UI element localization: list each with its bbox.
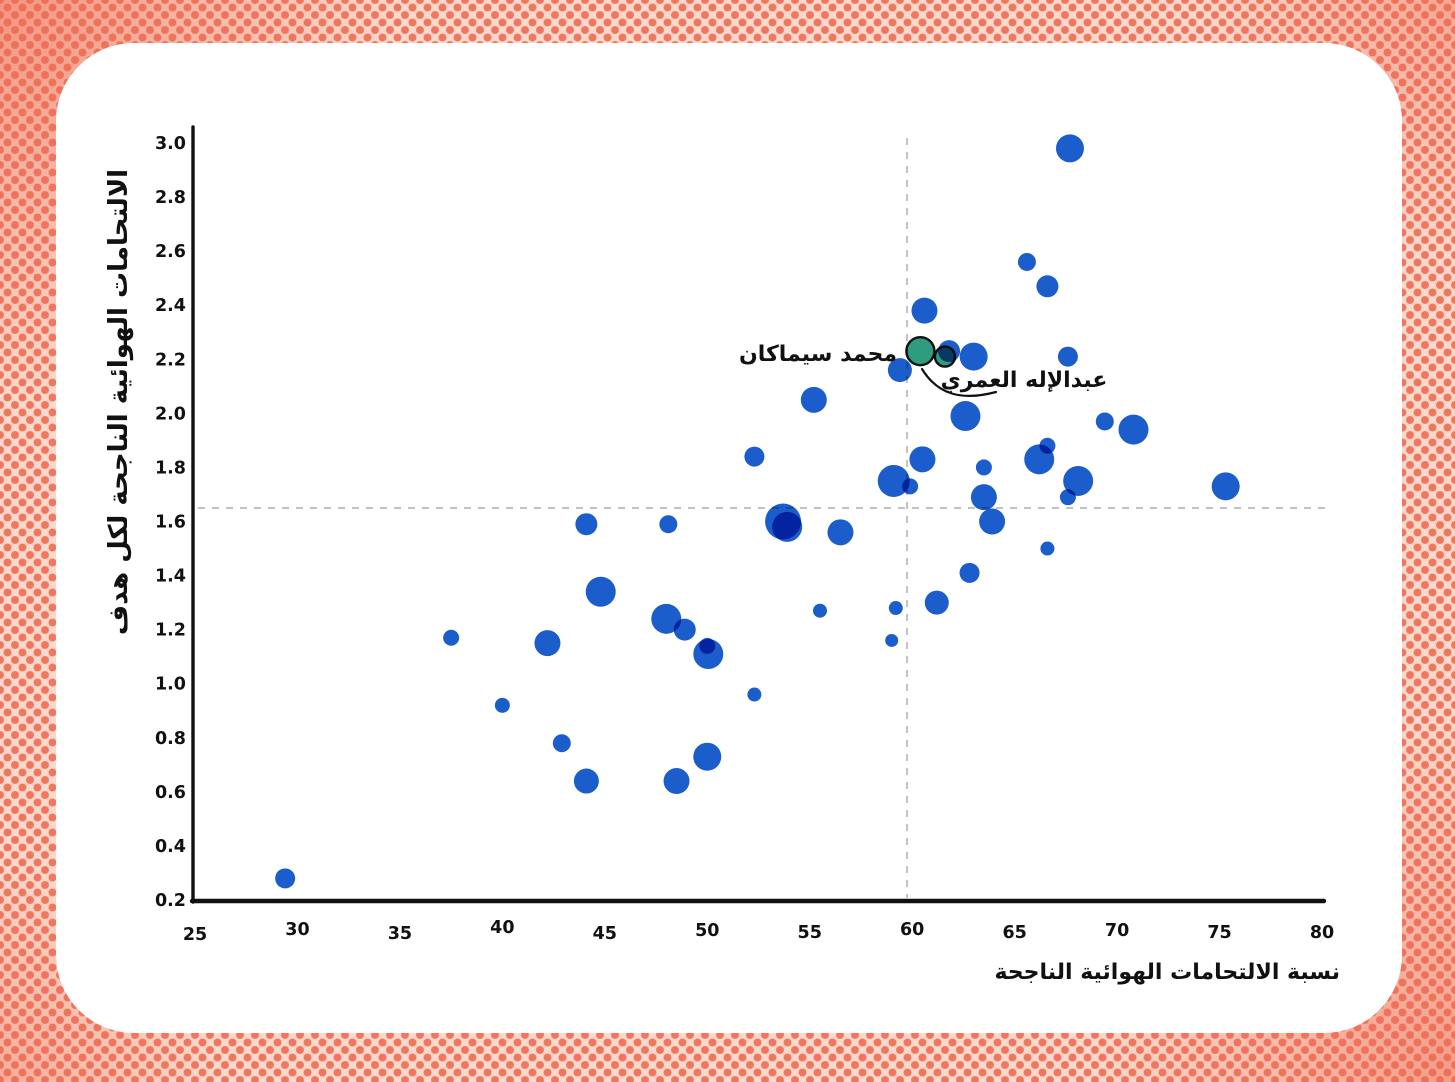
- data-point-bubble: [959, 342, 988, 371]
- player-label-alamri: عبدالإله العمري: [941, 368, 1108, 393]
- data-point-bubble: [1095, 412, 1114, 431]
- data-point-bubble: [1017, 252, 1036, 271]
- x-tick-label: 25: [183, 925, 207, 945]
- y-tick-label: 2.2: [155, 350, 186, 370]
- data-point-bubble: [975, 459, 992, 476]
- x-tick-label: 65: [1002, 923, 1026, 943]
- y-tick-label: 3.0: [155, 134, 186, 154]
- data-point-bubble: [827, 519, 854, 546]
- data-point-bubble: [1118, 414, 1149, 445]
- x-tick-label: 80: [1310, 923, 1334, 943]
- data-point-bubble: [747, 687, 762, 702]
- data-point-bubble: [673, 618, 696, 641]
- data-point-bubble: [651, 603, 682, 634]
- data-point-bubble: [693, 638, 724, 669]
- y-tick-label: 0.2: [155, 891, 186, 911]
- x-tick-label: 50: [695, 921, 719, 941]
- data-point-bubble: [573, 768, 599, 794]
- highlighted-player-bubble: [933, 345, 957, 368]
- data-point-bubble: [885, 633, 899, 647]
- y-tick-label: 0.6: [155, 783, 186, 803]
- data-point-bubble: [800, 386, 827, 413]
- data-point-bubble: [1063, 465, 1094, 496]
- data-point-bubble: [887, 358, 912, 383]
- data-point-bubble: [534, 630, 561, 657]
- x-tick-label: 30: [285, 920, 309, 940]
- x-tick-label: 75: [1207, 923, 1231, 943]
- data-point-bubble: [924, 590, 949, 615]
- data-point-bubble: [659, 515, 678, 534]
- data-point-bubble: [275, 868, 296, 889]
- annotation-tail: [920, 367, 998, 398]
- data-point-bubble: [888, 601, 903, 616]
- data-point-bubble: [950, 401, 981, 432]
- x-tick-label: 45: [593, 924, 617, 944]
- x-tick-label: 55: [798, 923, 822, 943]
- y-tick-label: 1.8: [155, 458, 186, 478]
- data-point-bubble: [1039, 437, 1056, 454]
- y-tick-label: 1.4: [155, 567, 186, 587]
- data-point-bubble: [575, 513, 598, 536]
- data-point-bubble: [693, 742, 722, 771]
- y-tick-label: 0.8: [155, 729, 186, 749]
- data-point-bubble: [877, 464, 910, 497]
- player-label-simakan: محمد سيماكان: [739, 342, 897, 367]
- x-tick-label: 35: [388, 924, 412, 944]
- y-tick-label: 2.0: [155, 404, 186, 424]
- data-point-bubble: [1059, 489, 1076, 506]
- y-tick-label: 2.6: [155, 242, 186, 262]
- data-point-bubble: [970, 484, 997, 511]
- y-tick-label: 1.6: [155, 513, 186, 533]
- chart-card: [56, 43, 1402, 1033]
- x-tick-label: 40: [490, 918, 514, 938]
- x-tick-label: 70: [1105, 921, 1129, 941]
- data-point-bubble: [552, 734, 571, 753]
- data-point-bubble: [911, 297, 938, 324]
- data-point-bubble: [772, 511, 803, 542]
- data-point-bubble: [959, 562, 980, 583]
- y-axis-title: الالتحامات الهوائية الناجحة لكل هدف: [104, 169, 134, 635]
- data-point-bubble: [663, 768, 690, 795]
- data-point-bubble: [979, 508, 1006, 535]
- x-axis-title: نسبة الالتحامات الهوائية الناجحة: [994, 960, 1340, 985]
- y-tick-label: 2.8: [155, 188, 186, 208]
- data-point-bubble: [1040, 541, 1055, 556]
- data-point-bubble: [443, 629, 460, 646]
- data-point-bubble: [494, 697, 510, 713]
- data-point-bubble: [1211, 472, 1240, 501]
- data-point-bubble: [909, 446, 936, 473]
- x-tick-label: 60: [900, 920, 924, 940]
- y-tick-label: 1.2: [155, 621, 186, 641]
- data-point-bubble: [1036, 275, 1059, 298]
- data-point-bubble: [902, 478, 919, 495]
- data-point-bubble: [1055, 134, 1084, 163]
- highlighted-player-bubble: [905, 335, 936, 367]
- data-point-bubble: [744, 446, 765, 467]
- y-tick-label: 0.4: [155, 837, 186, 857]
- data-point-bubble: [585, 576, 616, 607]
- data-point-bubble: [1057, 346, 1078, 367]
- y-tick-label: 2.4: [155, 296, 186, 316]
- y-tick-label: 1.0: [155, 675, 186, 695]
- data-point-bubble: [812, 603, 827, 618]
